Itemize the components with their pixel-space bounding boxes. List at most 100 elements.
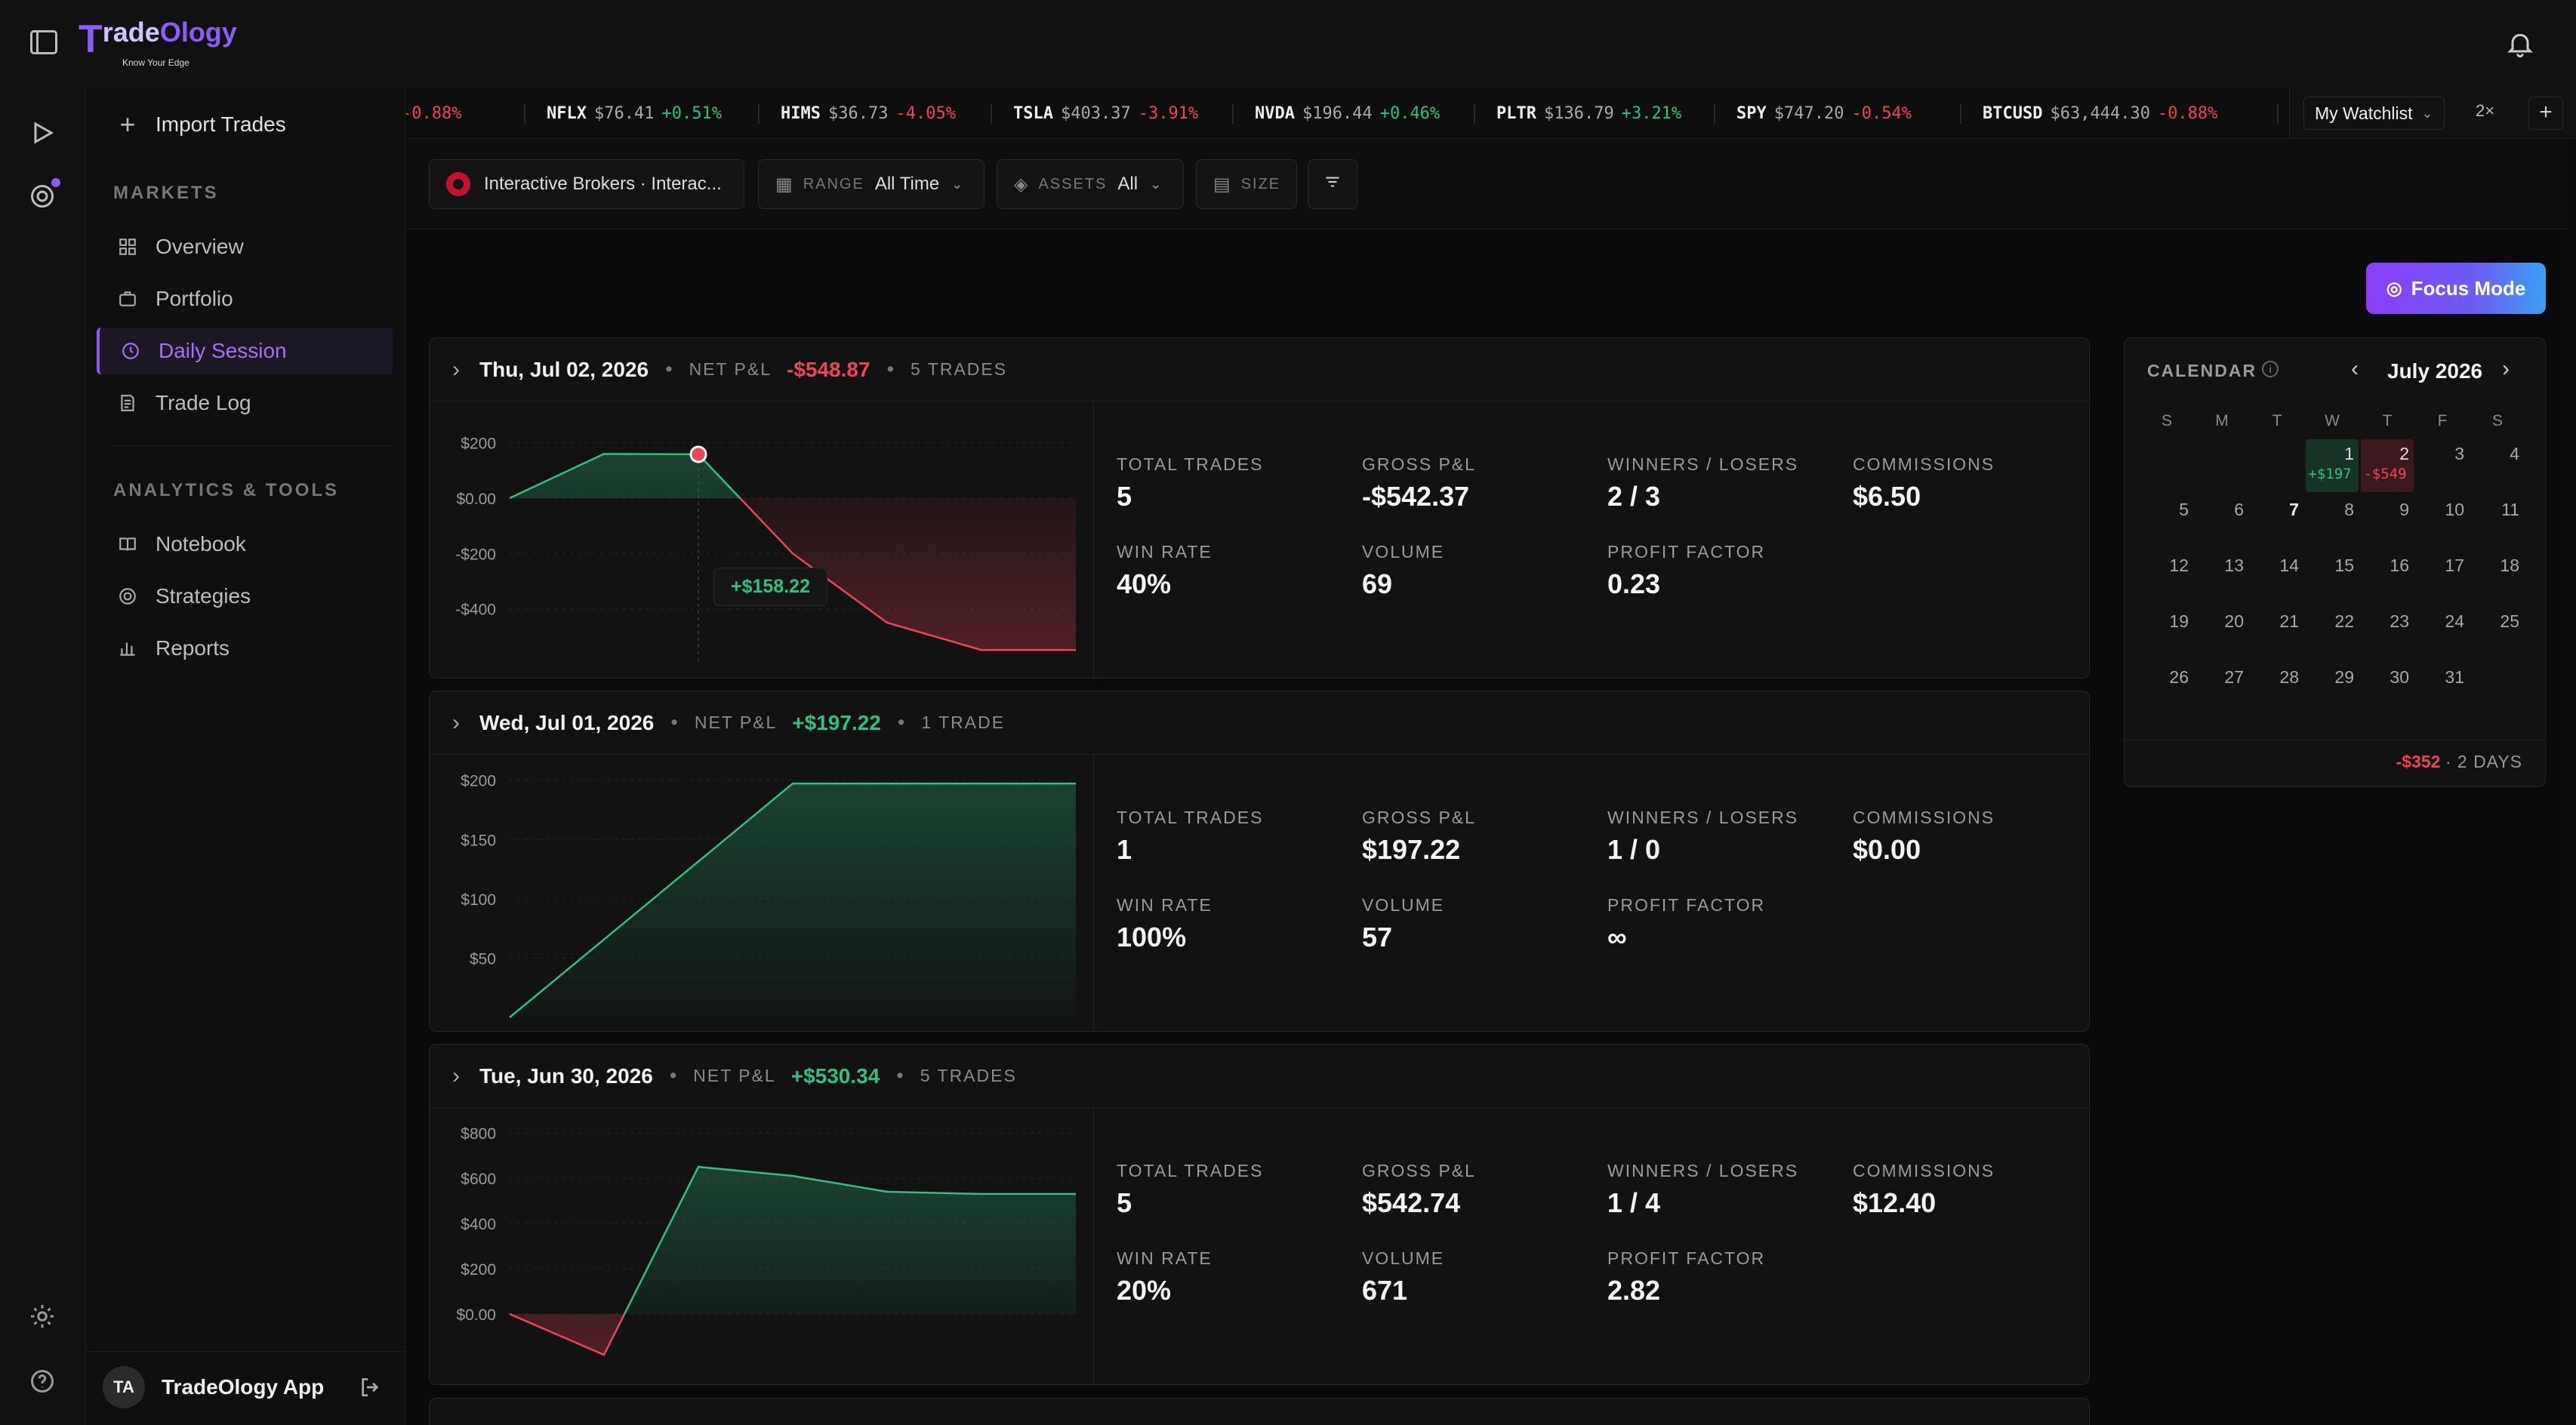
session-icon [119, 340, 142, 362]
chevron-down-icon: ⌄ [2421, 105, 2433, 121]
ticker-item[interactable]: PLTR $136.79 +3.21% [1496, 103, 1682, 123]
ticker-item[interactable]: HIMS $36.73 -4.05% [781, 103, 956, 123]
trade-count: 1 TRADE [921, 712, 1006, 732]
sidebar-item-overview[interactable]: Overview [97, 223, 393, 270]
net-pnl-value: -$548.87 [787, 357, 870, 381]
next-month-button[interactable]: › [2502, 356, 2510, 381]
calendar-day[interactable]: 6 [2234, 500, 2244, 519]
sidebar-toggle-icon[interactable] [30, 30, 57, 54]
calendar-day[interactable]: 2 -$549 [2361, 439, 2414, 492]
divider [85, 1351, 405, 1352]
calendar-day[interactable]: 20 [2224, 611, 2244, 631]
calendar-day[interactable]: 24 [2445, 611, 2464, 631]
session-card-header[interactable]: › Thu, Jul 02, 2026 • NET P&L -$548.87 • 5 TRA… [430, 338, 2089, 402]
chevron-right-icon[interactable]: › [452, 709, 460, 735]
ticker-speed-button[interactable]: 2× [2476, 101, 2495, 120]
play-icon[interactable] [29, 119, 56, 150]
logout-icon[interactable] [358, 1375, 382, 1403]
ticker-item[interactable]: -0.88% [406, 103, 462, 123]
book-icon [116, 533, 139, 556]
calendar-day[interactable]: 26 [2169, 667, 2189, 687]
separator-dot: • [669, 1064, 677, 1087]
focus-mode-button[interactable]: ◎ Focus Mode [2366, 263, 2546, 314]
stat-label: PROFIT FACTOR [1607, 542, 1766, 562]
assets-select[interactable]: ◈ ASSETS All ⌄ [997, 159, 1184, 209]
stat-label: WINNERS / LOSERS [1607, 454, 1799, 474]
watchlist-select[interactable]: My Watchlist ⌄ [2303, 97, 2445, 130]
target-icon[interactable] [29, 178, 60, 214]
stat-value: 1 / 4 [1607, 1187, 1661, 1218]
ticker-separator [2277, 104, 2279, 124]
prev-month-button[interactable]: ‹ [2351, 356, 2359, 381]
add-ticker-button[interactable]: + [2528, 97, 2563, 130]
session-card-header[interactable]: › Tue, Jun 30, 2026 • NET P&L +$530.34 • 5 TRA… [430, 1045, 2089, 1108]
broker-select[interactable]: Interactive Brokers · Interac... [429, 159, 744, 209]
calendar-day[interactable]: 25 [2500, 611, 2519, 631]
calendar-day[interactable]: 23 [2390, 611, 2409, 631]
y-tick-label: $100 [461, 891, 496, 909]
weekday-label: S [2491, 412, 2503, 429]
calendar-day[interactable]: 15 [2334, 556, 2354, 575]
calendar-day[interactable]: 18 [2500, 556, 2519, 575]
calendar-day[interactable]: 13 [2224, 556, 2244, 575]
calendar-day[interactable]: 31 [2445, 667, 2464, 687]
sidebar-item-reports[interactable]: Reports [97, 625, 393, 672]
calendar-day[interactable]: 27 [2224, 667, 2244, 687]
ticker-item[interactable]: TSLA $403.37 -3.91% [1013, 103, 1199, 123]
ticker-item[interactable]: BTCUSD $63,444.30 -0.88% [1983, 103, 2218, 123]
calendar-day[interactable]: 4 [2510, 444, 2519, 463]
calendar-day[interactable]: 7 [2289, 500, 2299, 519]
filter-icon [1323, 172, 1342, 197]
chevron-right-icon[interactable]: › [452, 356, 460, 382]
calendar-day[interactable]: 22 [2334, 611, 2354, 631]
chevron-right-icon[interactable]: › [452, 1063, 460, 1088]
help-icon[interactable] [29, 1368, 56, 1399]
sidebar-item-trade-log[interactable]: Trade Log [97, 380, 393, 426]
calendar-day[interactable]: 17 [2445, 556, 2464, 575]
y-tick-label: $0.00 [456, 1307, 496, 1324]
calendar-day[interactable]: 29 [2334, 667, 2354, 687]
range-select[interactable]: ▦ RANGE All Time ⌄ [758, 159, 984, 209]
calendar-day[interactable]: 8 [2344, 500, 2354, 519]
sidebar-item-portfolio[interactable]: Portfolio [97, 275, 393, 322]
settings-icon[interactable] [29, 1303, 56, 1334]
chevron-down-icon: ⌄ [1150, 176, 1162, 192]
data-point-marker[interactable] [689, 445, 707, 463]
calendar-day[interactable]: 21 [2279, 611, 2299, 631]
ticker-item[interactable]: NFLX $76.41 +0.51% [547, 103, 722, 123]
calendar-day[interactable]: 11 [2501, 500, 2519, 519]
net-pnl-label: NET P&L [693, 1066, 776, 1085]
calendar-day[interactable]: 3 [2454, 444, 2464, 463]
ticker-item[interactable]: SPY $747.20 -0.54% [1736, 103, 1912, 123]
calendar-day[interactable]: 14 [2279, 556, 2299, 575]
calendar-day[interactable]: 19 [2169, 611, 2189, 631]
sidebar-item-notebook[interactable]: Notebook [97, 521, 393, 568]
bell-icon[interactable] [2505, 29, 2535, 59]
filter-button[interactable] [1308, 159, 1357, 209]
session-card-header[interactable]: › Wed, Jul 01, 2026 • NET P&L +$197.22 • 1 TRA… [430, 691, 2089, 755]
briefcase-icon [116, 288, 139, 310]
stat-value: 40% [1117, 568, 1172, 599]
avatar[interactable]: TA [103, 1366, 145, 1408]
stat-volume: VOLUME 69 [1362, 542, 1604, 600]
calendar-day[interactable]: 30 [2390, 667, 2409, 687]
watchlist-bar: My Watchlist ⌄ 2× + [2289, 88, 2576, 139]
ticker-item[interactable]: NVDA $196.44 +0.46% [1255, 103, 1441, 123]
sidebar-item-daily-session[interactable]: Daily Session [97, 328, 393, 374]
calendar-day[interactable]: 12 [2169, 556, 2189, 575]
calendar-day[interactable]: 10 [2445, 500, 2464, 519]
calendar-day[interactable]: 9 [2399, 500, 2409, 519]
calendar-day[interactable]: 28 [2279, 667, 2299, 687]
size-select[interactable]: ▤ SIZE [1196, 159, 1297, 209]
bar-chart-icon [116, 637, 139, 660]
stat-label: WIN RATE [1117, 1248, 1213, 1268]
sidebar [85, 88, 405, 1425]
calendar-day[interactable]: 16 [2390, 556, 2409, 575]
sidebar-item-strategies[interactable]: Strategies [97, 573, 393, 620]
user-name: TradeOlogy App [162, 1375, 325, 1399]
stat-value: -$542.37 [1362, 481, 1470, 512]
import-trades-button[interactable]: + Import Trades [97, 101, 393, 148]
calendar-day[interactable]: 1 +$197 [2306, 439, 2359, 492]
stat-value: $197.22 [1362, 834, 1461, 865]
calendar-day[interactable]: 5 [2179, 500, 2189, 519]
